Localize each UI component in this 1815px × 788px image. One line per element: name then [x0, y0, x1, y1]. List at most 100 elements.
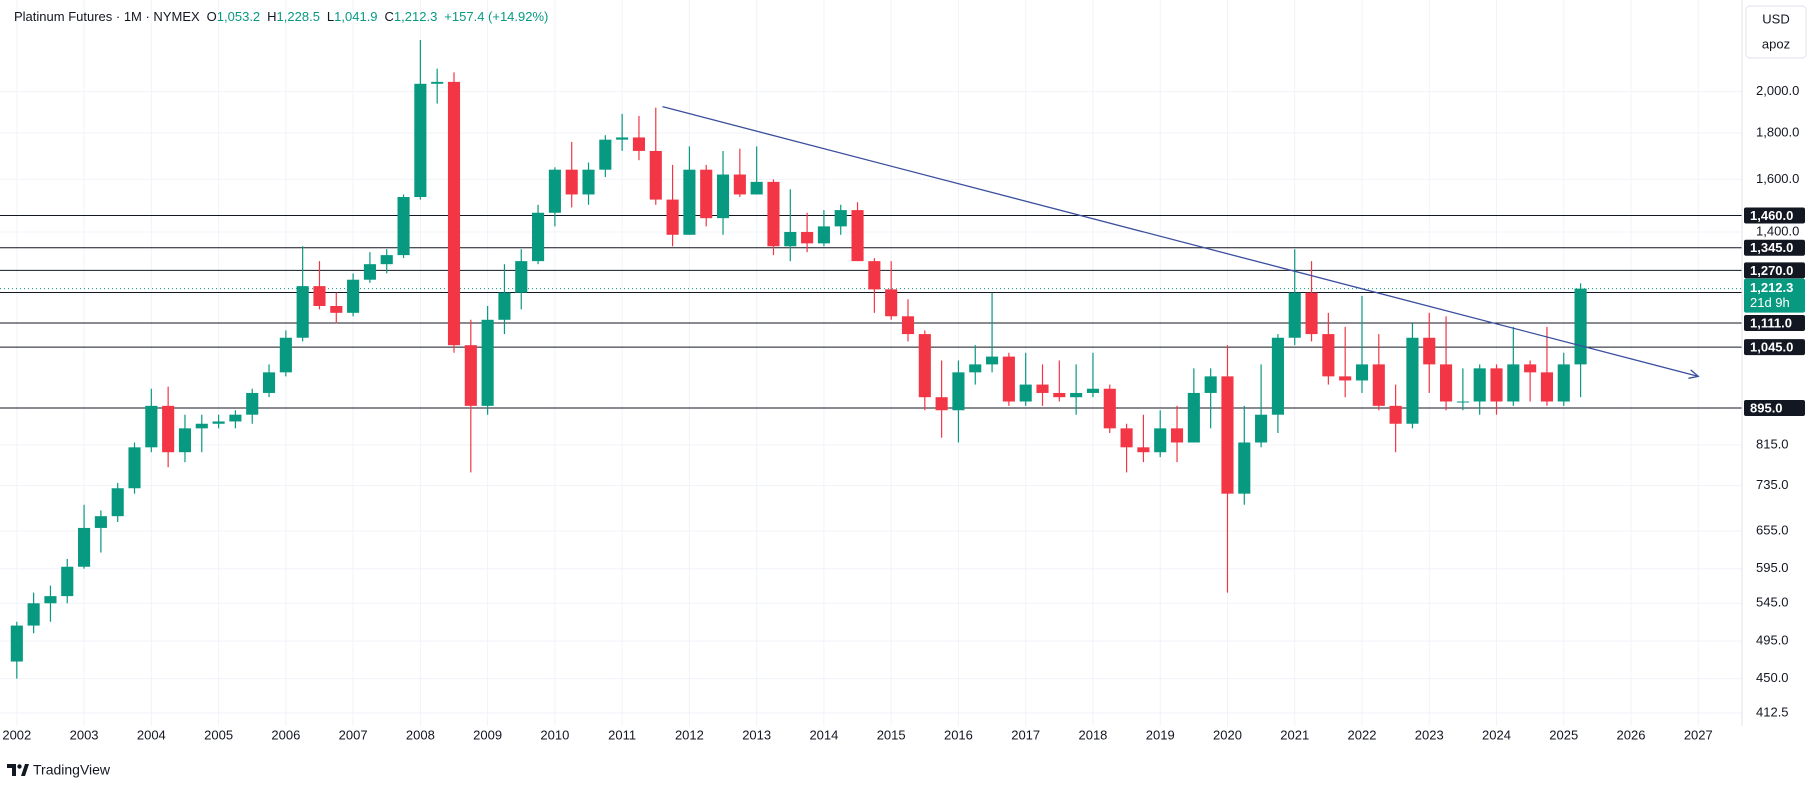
candle-body [279, 337, 292, 373]
candle-body [851, 210, 864, 262]
x-tick-label: 2020 [1213, 727, 1242, 742]
candle-body [532, 212, 545, 262]
candle-body [986, 356, 999, 365]
candle-body [1120, 428, 1133, 448]
candle-body [431, 81, 444, 84]
y-tick-label: 655.0 [1756, 522, 1789, 537]
levels [0, 214, 1742, 409]
candle-body [380, 255, 393, 265]
candle-body [111, 488, 124, 517]
candle-body [969, 364, 982, 373]
level-label: 1,460.0 [1750, 208, 1793, 223]
y-tick-label: 450.0 [1756, 670, 1789, 685]
candle-body [1490, 368, 1503, 402]
candle-body [1221, 376, 1234, 494]
candle-body [296, 286, 309, 338]
candle-body [834, 210, 847, 227]
axis: 2002 2003 2004 2005 2006 2007 2008 2009 2010 2011… [2, 0, 1805, 742]
x-tick-label: 2017 [1011, 727, 1040, 742]
x-tick-label: 2022 [1348, 727, 1377, 742]
candle-body [212, 421, 225, 424]
x-tick-label: 2007 [339, 727, 368, 742]
candle-body [1086, 388, 1100, 393]
x-tick-label: 2024 [1482, 727, 1511, 742]
x-tick-label: 2012 [675, 727, 704, 742]
candle-body [952, 372, 965, 411]
candle-body [1002, 356, 1015, 402]
x-tick-label: 2025 [1549, 727, 1578, 742]
y-tick-label: 1,600.0 [1756, 171, 1799, 186]
grid [0, 0, 1742, 726]
candle-body [1440, 364, 1453, 402]
level-label: 1,345.0 [1750, 240, 1793, 255]
candle-body [145, 405, 158, 448]
candle-body [801, 231, 814, 244]
candle-body [195, 423, 208, 429]
y-tick-label: 1,800.0 [1756, 124, 1799, 139]
candle-body [27, 603, 40, 626]
countdown: 21d 9h [1750, 295, 1790, 310]
x-tick-label: 2019 [1146, 727, 1175, 742]
candle-body [1019, 384, 1032, 402]
logo-slash [21, 764, 29, 776]
candle-body [397, 197, 410, 256]
candle-body [1238, 442, 1251, 494]
candle-body [750, 181, 763, 195]
candle-body [901, 316, 915, 335]
x-tick-label: 2014 [809, 727, 838, 742]
x-tick-label: 2023 [1415, 727, 1444, 742]
candle-body [868, 261, 881, 290]
candle-body [128, 447, 141, 489]
candle-body [733, 174, 746, 195]
candle-body [632, 137, 646, 151]
candle-body [229, 414, 242, 422]
x-tick-label: 2008 [406, 727, 435, 742]
candle-body [363, 264, 376, 280]
x-tick-label: 2010 [540, 727, 569, 742]
level-label: 1,045.0 [1750, 340, 1793, 355]
candle-body [1204, 376, 1217, 393]
candle-body [498, 292, 511, 320]
candle-body [649, 150, 662, 200]
level-box [1744, 207, 1805, 224]
x-tick-label: 2018 [1078, 727, 1107, 742]
level-box [1744, 339, 1805, 356]
y-tick-label: 412.5 [1756, 704, 1789, 719]
x-tick-label: 2009 [473, 727, 502, 742]
candle-body [330, 305, 343, 313]
candle-body [784, 231, 797, 247]
candle-body [246, 392, 259, 415]
x-tick-label: 2011 [608, 727, 636, 742]
currency-box[interactable] [1745, 5, 1807, 59]
candle-body [1187, 392, 1200, 443]
candle-body [582, 169, 595, 195]
candle-body [1456, 401, 1469, 403]
candle-body [599, 139, 612, 170]
candle-body [61, 566, 74, 597]
candle-body [935, 397, 948, 411]
x-tick-label: 2016 [944, 727, 973, 742]
legend-value: 1,228.5 [277, 9, 320, 24]
candle-body [10, 625, 23, 662]
level-box [1744, 239, 1805, 256]
y-tick-label: 545.0 [1756, 595, 1789, 610]
candle-body [414, 83, 427, 198]
candle-body [78, 527, 91, 567]
legend-key: H [267, 9, 276, 24]
candle-body [1103, 388, 1116, 429]
user: apoz [1762, 36, 1790, 51]
candle-body [1423, 337, 1436, 365]
legend-value: 1,053.2 [217, 9, 260, 24]
legend-value: 1,212.3 [394, 9, 437, 24]
currency: USD [1762, 11, 1789, 26]
candle-body [464, 345, 477, 406]
legend-title: Platinum Futures · 1M · NYMEX [14, 9, 200, 24]
x-tick-label: 2026 [1617, 727, 1646, 742]
y-tick-label: 595.0 [1756, 560, 1789, 575]
level-box [1744, 400, 1805, 417]
level-box [1744, 314, 1805, 331]
candle-body [347, 279, 360, 313]
candle-body [1574, 288, 1587, 365]
level-label: 895.0 [1750, 400, 1783, 415]
